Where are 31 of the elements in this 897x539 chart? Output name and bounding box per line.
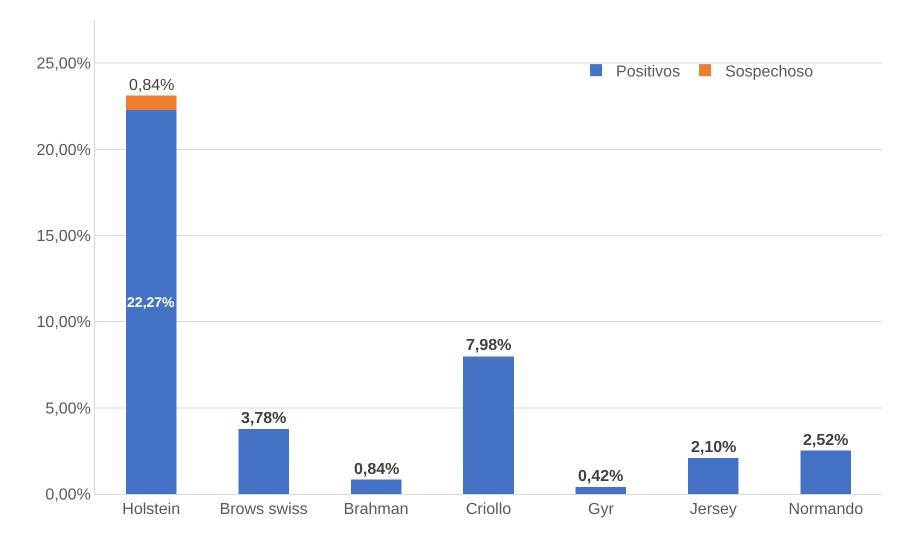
y-tick-label: 10,00%	[36, 314, 91, 332]
bar	[576, 486, 626, 494]
x-tick-label: Criollo	[466, 501, 512, 518]
y-tick-label: 20,00%	[36, 142, 91, 159]
x-tick-label: Normando	[788, 501, 864, 518]
data-label: 2,10%	[691, 439, 736, 456]
data-label: 2,52%	[803, 432, 848, 449]
x-tick-label: Jersey	[690, 501, 737, 518]
bar	[688, 458, 739, 494]
data-label: 3,78%	[241, 410, 286, 427]
bar	[463, 356, 514, 494]
data-label: 0,84%	[129, 77, 174, 94]
legend-label: Sospechoso	[725, 63, 814, 80]
data-label: 7,98%	[466, 337, 512, 354]
bar	[350, 480, 402, 494]
y-tick-label: 25,00%	[36, 56, 91, 73]
y-tick-label: 0,00%	[45, 486, 91, 504]
bar	[800, 450, 852, 494]
y-tick-label: 5,00%	[45, 400, 91, 418]
data-label: 0,84%	[354, 461, 400, 478]
x-tick-label: Holstein	[122, 501, 180, 518]
bar	[126, 96, 177, 110]
y-tick-label: 15,00%	[36, 228, 91, 246]
x-tick-label: Brows swiss	[220, 501, 308, 518]
bar	[238, 428, 289, 494]
x-tick-label: Brahman	[344, 501, 409, 518]
legend-label: Positivos	[616, 63, 680, 80]
bar	[126, 110, 177, 494]
data-label: 22,27%	[127, 294, 176, 310]
data-label: 0,42%	[578, 468, 624, 485]
x-tick-label: Gyr	[588, 501, 614, 518]
